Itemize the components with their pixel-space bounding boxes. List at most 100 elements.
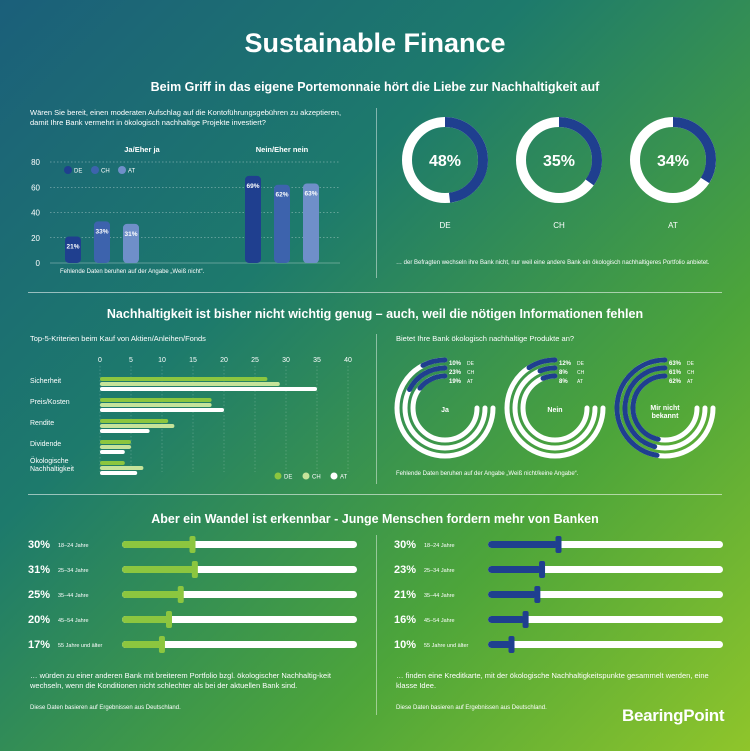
hbar-ch — [100, 403, 212, 407]
bar-value-label: 62% — [275, 192, 288, 199]
radial-group-label: Nein — [547, 407, 562, 414]
slider-handle — [166, 611, 172, 628]
category-label: Dividende — [30, 441, 61, 448]
right-caption: … finden eine Kreditkarte, mit der ökolo… — [396, 671, 709, 690]
slider-category: 25–34 Jahre — [424, 568, 455, 574]
donut-value: 34% — [657, 153, 689, 170]
radial-group-label: Mir nicht — [650, 405, 680, 412]
slider-handle — [534, 586, 541, 603]
radial-arc-de — [614, 357, 668, 458]
hbar-ch — [100, 466, 144, 470]
slider-handle — [158, 636, 165, 653]
slider-category: 55 Jahre und älter — [424, 643, 469, 649]
slider-fill — [488, 616, 526, 623]
section3-divider — [376, 535, 377, 715]
divider-1 — [28, 292, 722, 293]
radial-value: 8% — [559, 379, 568, 385]
donut-arc-at — [630, 117, 716, 203]
legend-swatch — [330, 472, 338, 480]
age-slider-right: 30% 18–24 Jahre 23% 25–34 Jahre 21% 35–44 Jah… — [394, 536, 723, 653]
donut-arc-de — [402, 117, 488, 203]
slider-value: 21% — [394, 589, 416, 601]
radial-arc-de — [526, 357, 558, 371]
right-note: Diese Daten basieren auf Ergebnissen aus… — [396, 705, 547, 711]
slider-value: 31% — [28, 564, 50, 576]
slider-category: 45–54 Jahre — [58, 618, 89, 624]
section2-divider — [376, 334, 377, 484]
radial-value: 8% — [559, 370, 568, 376]
slider-handle — [191, 561, 198, 578]
section3-heading: Aber ein Wandel ist erkennbar - Junge Me… — [151, 512, 599, 526]
radial-series-label: AT — [687, 379, 693, 385]
radial-value: 10% — [449, 361, 462, 367]
hbar-ch — [100, 445, 131, 449]
bar-value-label: 63% — [304, 190, 317, 197]
legend-swatch — [64, 166, 72, 174]
criteria-bar-chart: 0 5 10 15 20 25 30 35 40 Sicherheit Preis/Kosten Re… — [30, 357, 352, 481]
radial-arc-ch — [622, 365, 668, 450]
age-slider-left: 30% 18–24 Jahre 31% 25–34 Jahre 25% 35–44 Jah… — [28, 536, 357, 653]
radial-series-label: AT — [577, 379, 583, 385]
radial-value: 61% — [669, 370, 682, 376]
slider-value: 20% — [28, 614, 50, 626]
hbar-ch — [100, 424, 175, 428]
bar-value-label: 31% — [124, 231, 137, 238]
donut-label: AT — [668, 221, 678, 230]
left-caption: … würden zu einer anderen Bank mit breit… — [30, 671, 331, 690]
category-label: Nachhaltigkeit — [30, 466, 74, 473]
hbar-de — [100, 419, 169, 423]
slider-category: 35–44 Jahre — [424, 593, 455, 599]
slider-handle — [522, 611, 529, 628]
bearingpoint-logo: BearingPoint — [622, 706, 725, 725]
legend-swatch — [118, 166, 126, 174]
slider-track — [488, 641, 723, 648]
slider-category: 18–24 Jahre — [58, 543, 89, 549]
slider-fill — [488, 641, 512, 648]
radial-track — [520, 373, 590, 443]
radial-series-label: DE — [577, 361, 585, 367]
radial-arc-ch — [407, 365, 448, 393]
legend-swatch — [274, 472, 282, 480]
hbar-at — [100, 450, 125, 454]
bar-ch — [94, 221, 110, 263]
category-label: Preis/Kosten — [30, 399, 70, 406]
radial-arc-at — [630, 373, 668, 442]
hbar-at — [100, 471, 138, 475]
slider-handle — [539, 561, 546, 578]
divider-2 — [28, 494, 722, 495]
x-tick-label: 25 — [251, 357, 259, 364]
radial-arc-at — [540, 373, 558, 381]
hbar-de — [100, 398, 212, 402]
bar-de — [65, 236, 81, 263]
hbar-at — [100, 408, 224, 412]
slider-value: 23% — [394, 564, 416, 576]
y-tick-label: 20 — [31, 234, 40, 243]
donut-value: 48% — [429, 153, 461, 170]
slider-category: 55 Jahre und älter — [58, 643, 103, 649]
slider-value: 25% — [28, 589, 50, 601]
legend-swatch — [302, 472, 310, 480]
radial-track — [394, 357, 496, 459]
bar-at — [123, 223, 139, 263]
donut-label: DE — [439, 221, 450, 230]
slider-category: 45–54 Jahre — [424, 618, 455, 624]
slider-fill — [122, 566, 195, 573]
slider-handle — [508, 636, 515, 653]
legend-label: AT — [128, 169, 136, 175]
radial-track — [512, 365, 598, 451]
slider-handle — [189, 536, 196, 553]
section1-question: Wären Sie bereit, einen moderaten Aufsch… — [30, 108, 342, 127]
radial-track — [504, 357, 606, 459]
legend-label: CH — [312, 475, 321, 481]
bar-value-label: 21% — [66, 243, 79, 250]
group-label-nein: Nein/Eher nein — [256, 145, 309, 154]
bar-at — [303, 183, 319, 263]
hbar-at — [100, 429, 150, 433]
slider-value: 17% — [28, 639, 50, 651]
slider-fill — [488, 541, 559, 548]
y-tick-label: 40 — [31, 209, 40, 218]
radial-series-label: DE — [467, 361, 475, 367]
radial-series-label: CH — [687, 370, 695, 376]
donut-caption: … der Befragten wechseln ihre Bank nicht… — [396, 260, 710, 266]
